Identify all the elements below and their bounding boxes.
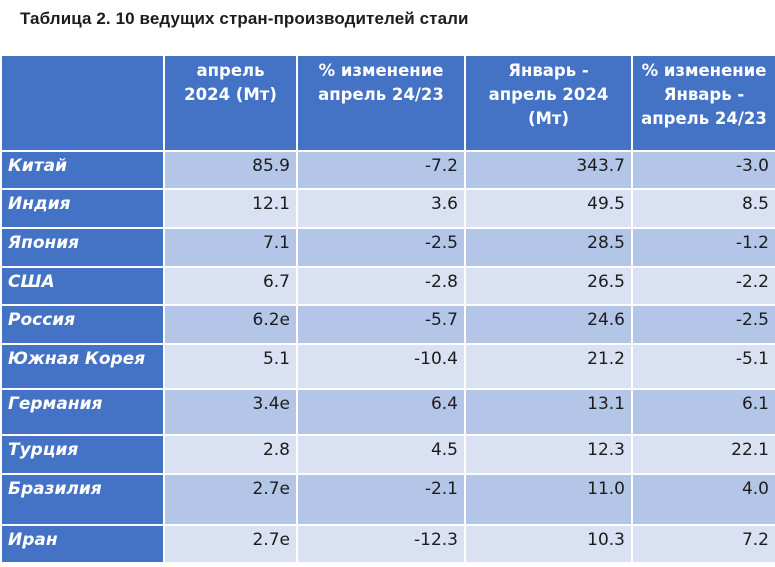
header-change-jan-april: % изменение Январь - апрель 24/23 (631, 54, 775, 152)
country-cell: Япония (0, 227, 165, 268)
value-cell-jan-april-2024: 49.5 (464, 188, 633, 229)
value-cell-april-2024: 6.7 (163, 266, 298, 306)
value-cell-jan-april-2024: 21.2 (464, 343, 633, 390)
header-jan-april-2024: Январь - апрель 2024 (Мт) (464, 54, 633, 152)
header-country (0, 54, 165, 152)
value-cell-jan-april-2024: 10.3 (464, 524, 633, 564)
country-cell: Бразилия (0, 473, 165, 526)
value-cell-april-2024: 6.2e (163, 304, 298, 345)
steel-producers-table: апрель 2024 (Мт) % изменение апрель 24/2… (0, 54, 775, 564)
value-cell-change-jan-april: -2.5 (631, 304, 775, 345)
table-row: Китай 85.9 -7.2 343.7 -3.0 (0, 150, 775, 190)
header-row: апрель 2024 (Мт) % изменение апрель 24/2… (0, 54, 775, 152)
value-cell-jan-april-2024: 24.6 (464, 304, 633, 345)
value-cell-jan-april-2024: 343.7 (464, 150, 633, 190)
value-cell-change-april: -12.3 (296, 524, 466, 564)
table-row: Германия 3.4e 6.4 13.1 6.1 (0, 388, 775, 436)
country-cell: Турция (0, 434, 165, 475)
country-cell: Германия (0, 388, 165, 436)
table-caption: Таблица 2. 10 ведущих стран-производител… (20, 9, 469, 28)
value-cell-change-jan-april: 6.1 (631, 388, 775, 436)
value-cell-change-jan-april: 4.0 (631, 473, 775, 526)
value-cell-jan-april-2024: 12.3 (464, 434, 633, 475)
value-cell-april-2024: 2.8 (163, 434, 298, 475)
value-cell-change-april: 6.4 (296, 388, 466, 436)
value-cell-change-april: -10.4 (296, 343, 466, 390)
country-cell: Китай (0, 150, 165, 190)
value-cell-change-jan-april: -1.2 (631, 227, 775, 268)
value-cell-change-april: 3.6 (296, 188, 466, 229)
country-cell: Южная Корея (0, 343, 165, 390)
table-row: Япония 7.1 -2.5 28.5 -1.2 (0, 227, 775, 268)
country-cell: Россия (0, 304, 165, 345)
value-cell-jan-april-2024: 11.0 (464, 473, 633, 526)
value-cell-jan-april-2024: 13.1 (464, 388, 633, 436)
country-cell: Иран (0, 524, 165, 564)
value-cell-change-jan-april: 7.2 (631, 524, 775, 564)
country-cell: США (0, 266, 165, 306)
table-row: Южная Корея 5.1 -10.4 21.2 -5.1 (0, 343, 775, 390)
header-change-april: % изменение апрель 24/23 (296, 54, 466, 152)
value-cell-april-2024: 5.1 (163, 343, 298, 390)
table-row: Бразилия 2.7e -2.1 11.0 4.0 (0, 473, 775, 526)
value-cell-april-2024: 2.7e (163, 473, 298, 526)
value-cell-april-2024: 3.4e (163, 388, 298, 436)
country-cell: Индия (0, 188, 165, 229)
table-row: Турция 2.8 4.5 12.3 22.1 (0, 434, 775, 475)
table-row: США 6.7 -2.8 26.5 -2.2 (0, 266, 775, 306)
value-cell-change-jan-april: 8.5 (631, 188, 775, 229)
value-cell-change-april: -2.8 (296, 266, 466, 306)
value-cell-change-april: -5.7 (296, 304, 466, 345)
header-april-2024: апрель 2024 (Мт) (163, 54, 298, 152)
value-cell-change-jan-april: -3.0 (631, 150, 775, 190)
value-cell-change-april: 4.5 (296, 434, 466, 475)
table-row: Индия 12.1 3.6 49.5 8.5 (0, 188, 775, 229)
value-cell-change-jan-april: -5.1 (631, 343, 775, 390)
value-cell-change-april: -7.2 (296, 150, 466, 190)
value-cell-april-2024: 7.1 (163, 227, 298, 268)
value-cell-jan-april-2024: 26.5 (464, 266, 633, 306)
value-cell-change-jan-april: 22.1 (631, 434, 775, 475)
value-cell-change-april: -2.5 (296, 227, 466, 268)
value-cell-change-jan-april: -2.2 (631, 266, 775, 306)
table-row: Иран 2.7e -12.3 10.3 7.2 (0, 524, 775, 564)
value-cell-april-2024: 2.7e (163, 524, 298, 564)
value-cell-april-2024: 85.9 (163, 150, 298, 190)
value-cell-jan-april-2024: 28.5 (464, 227, 633, 268)
table-row: Россия 6.2e -5.7 24.6 -2.5 (0, 304, 775, 345)
value-cell-change-april: -2.1 (296, 473, 466, 526)
value-cell-april-2024: 12.1 (163, 188, 298, 229)
